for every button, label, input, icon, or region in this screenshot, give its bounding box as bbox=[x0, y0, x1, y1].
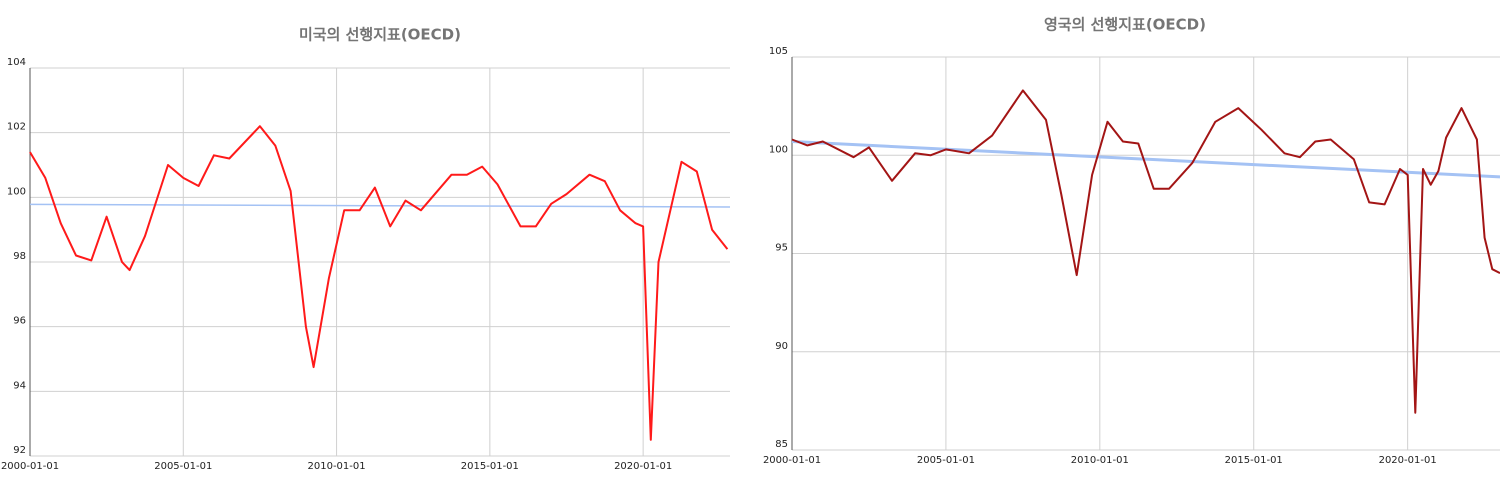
x-tick-label: 2010-01-01 bbox=[308, 461, 366, 472]
x-tick-label: 2020-01-01 bbox=[1379, 455, 1437, 466]
data-line bbox=[791, 89, 1500, 414]
y-tick-label: 104 bbox=[7, 57, 26, 68]
y-tick-label: 96 bbox=[13, 316, 26, 327]
y-tick-label: 92 bbox=[13, 445, 26, 456]
trend-line bbox=[29, 203, 731, 208]
x-tick-label: 2005-01-01 bbox=[917, 455, 975, 466]
y-tick-label: 85 bbox=[775, 439, 788, 450]
y-tick-label: 100 bbox=[769, 144, 788, 155]
x-tick-label: 2005-01-01 bbox=[154, 461, 212, 472]
x-tick-label: 2000-01-01 bbox=[1, 461, 59, 472]
x-tick-label: 2010-01-01 bbox=[1071, 455, 1129, 466]
y-tick-label: 102 bbox=[7, 122, 26, 133]
x-tick-label: 2015-01-01 bbox=[461, 461, 519, 472]
chart-title: 영국의 선행지표(OECD) bbox=[1044, 16, 1206, 34]
y-tick-label: 100 bbox=[7, 186, 26, 197]
trend-line bbox=[791, 140, 1500, 179]
x-tick-label: 2000-01-01 bbox=[763, 455, 821, 466]
x-tick-label: 2020-01-01 bbox=[614, 461, 672, 472]
data-line bbox=[29, 125, 729, 441]
y-tick-label: 105 bbox=[769, 46, 788, 57]
x-tick-label: 2015-01-01 bbox=[1225, 455, 1283, 466]
y-tick-label: 90 bbox=[775, 341, 788, 352]
y-tick-label: 94 bbox=[13, 380, 26, 391]
y-tick-label: 95 bbox=[775, 243, 788, 254]
chart-title: 미국의 선행지표(OECD) bbox=[299, 26, 461, 44]
y-tick-label: 98 bbox=[13, 251, 26, 262]
